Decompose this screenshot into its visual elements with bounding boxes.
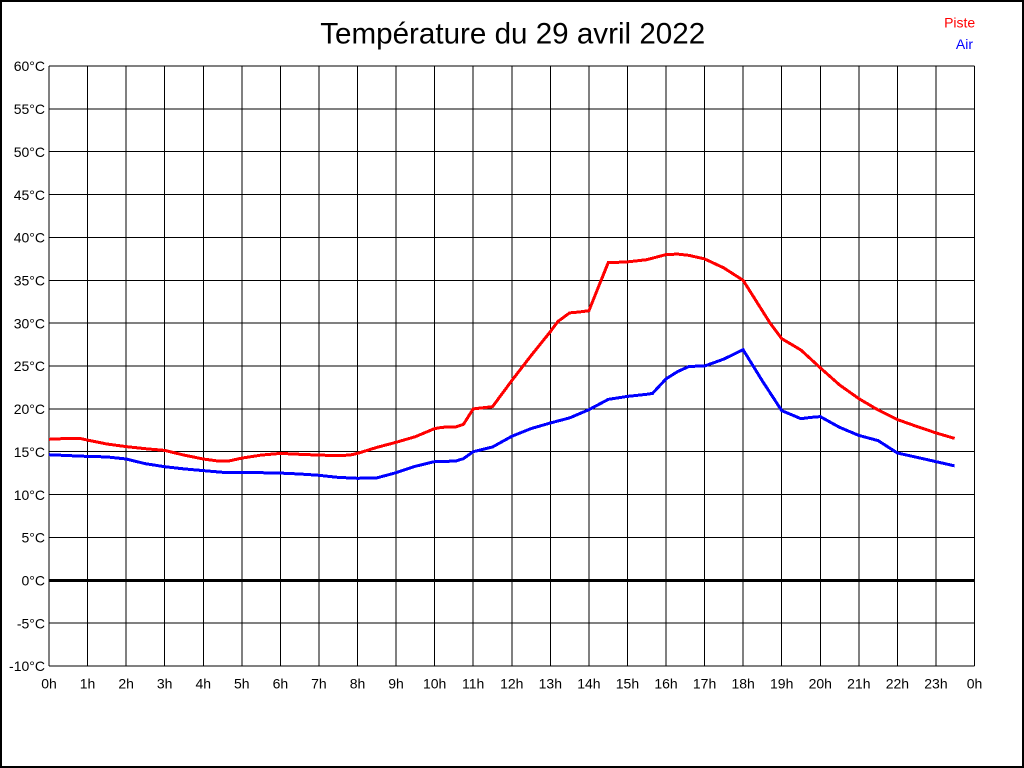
svg-text:12h: 12h <box>500 676 523 692</box>
svg-text:5h: 5h <box>234 676 250 692</box>
svg-text:0h: 0h <box>41 676 57 692</box>
svg-text:17h: 17h <box>693 676 716 692</box>
svg-text:3h: 3h <box>157 676 173 692</box>
svg-text:19h: 19h <box>770 676 793 692</box>
svg-text:2h: 2h <box>118 676 134 692</box>
svg-text:20h: 20h <box>809 676 832 692</box>
svg-text:10°C: 10°C <box>14 487 45 503</box>
svg-text:55°C: 55°C <box>14 101 45 117</box>
svg-text:60°C: 60°C <box>14 58 45 74</box>
svg-text:10h: 10h <box>423 676 446 692</box>
svg-text:14h: 14h <box>577 676 600 692</box>
svg-text:30°C: 30°C <box>14 315 45 331</box>
svg-text:5°C: 5°C <box>22 530 46 546</box>
svg-text:Température du 29 avril 2022: Température du 29 avril 2022 <box>320 17 705 50</box>
svg-text:7h: 7h <box>311 676 327 692</box>
svg-text:45°C: 45°C <box>14 187 45 203</box>
svg-text:20°C: 20°C <box>14 401 45 417</box>
svg-text:50°C: 50°C <box>14 144 45 160</box>
svg-text:23h: 23h <box>924 676 947 692</box>
svg-text:40°C: 40°C <box>14 230 45 246</box>
svg-text:0h: 0h <box>967 676 983 692</box>
svg-text:35°C: 35°C <box>14 272 45 288</box>
svg-text:Piste: Piste <box>944 15 975 31</box>
svg-text:9h: 9h <box>388 676 404 692</box>
svg-text:15h: 15h <box>616 676 639 692</box>
svg-text:0°C: 0°C <box>22 572 46 588</box>
svg-text:16h: 16h <box>654 676 677 692</box>
svg-text:4h: 4h <box>195 676 211 692</box>
svg-text:22h: 22h <box>886 676 909 692</box>
svg-text:21h: 21h <box>847 676 870 692</box>
svg-text:13h: 13h <box>539 676 562 692</box>
svg-text:18h: 18h <box>731 676 754 692</box>
svg-text:-10°C: -10°C <box>9 658 45 674</box>
svg-text:11h: 11h <box>462 676 484 692</box>
svg-text:6h: 6h <box>273 676 289 692</box>
svg-text:-5°C: -5°C <box>17 615 45 631</box>
svg-text:Air: Air <box>956 36 973 52</box>
svg-text:25°C: 25°C <box>14 358 45 374</box>
svg-text:8h: 8h <box>350 676 366 692</box>
svg-text:1h: 1h <box>80 676 96 692</box>
svg-text:15°C: 15°C <box>14 444 45 460</box>
